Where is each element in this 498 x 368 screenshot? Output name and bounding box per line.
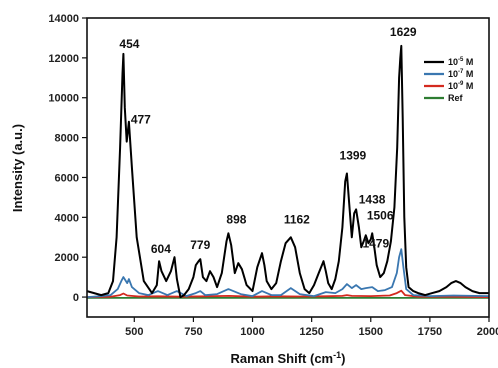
y-tick-label: 14000 <box>48 13 79 25</box>
legend-label-unit: M <box>463 81 473 91</box>
legend-label-base: 10 <box>448 81 458 91</box>
plot-frame <box>86 17 490 318</box>
x-tick-label: 1500 <box>359 326 383 338</box>
axis-layer: 500 750 1000 1250 1500 1750 2000 0 2000 4000 6000 8… <box>48 13 498 338</box>
x-axis-title-superscript: -1 <box>333 350 341 360</box>
x-tick-label: 1000 <box>240 326 264 338</box>
legend-label-base: Ref <box>448 93 464 103</box>
peak-label: 604 <box>151 242 171 256</box>
y-tick-label: 4000 <box>55 212 79 224</box>
legend-label: 10-5 M <box>448 57 473 67</box>
x-tick-label: 750 <box>184 326 202 338</box>
series-layer <box>86 44 490 299</box>
y-axis-title: Intensity (a.u.) <box>10 124 25 212</box>
peak-label: 1629 <box>390 25 417 39</box>
y-tick-label: 10000 <box>48 93 79 105</box>
legend-label-exponent: -7 <box>458 69 464 75</box>
legend-label: 10-9 M <box>448 81 473 91</box>
legend-box <box>421 45 485 133</box>
peak-label: 477 <box>131 113 151 127</box>
y-tick-label: 12000 <box>48 53 79 65</box>
peak-label: 454 <box>119 37 139 51</box>
peak-label: 898 <box>226 212 246 226</box>
x-tick-label: 1250 <box>299 326 323 338</box>
x-axis-title-end: ) <box>341 351 345 366</box>
peak-label: 1438 <box>359 192 386 206</box>
peak-label: 1399 <box>340 148 367 162</box>
legend-label-unit: M <box>463 69 473 79</box>
series-line-105 <box>86 44 489 299</box>
peak-label: 779 <box>190 238 210 252</box>
x-axis-title: Raman Shift (cm-1) <box>231 350 346 366</box>
legend-label-exponent: -5 <box>458 57 464 63</box>
legend-label: 10-7 M <box>448 69 473 79</box>
x-tick-label: 500 <box>125 326 143 338</box>
legend-label-base: 10 <box>448 57 458 67</box>
peak-label: 1506 <box>367 208 394 222</box>
legend-label: Ref <box>448 93 464 103</box>
peak-label: 1479 <box>362 236 389 250</box>
y-tick-label: 0 <box>73 292 79 304</box>
x-tick-label: 1750 <box>418 326 442 338</box>
y-tick-label: 6000 <box>55 172 79 184</box>
y-tick-label: 2000 <box>55 252 79 264</box>
peak-label: 1162 <box>284 212 310 226</box>
y-tick-label: 8000 <box>55 133 79 145</box>
legend-label-exponent: -9 <box>458 81 464 87</box>
series-line-107 <box>86 248 490 298</box>
peak-label-layer: 454 477 604 779 898 1162 1399 1438 1506 1479 1629 <box>119 25 417 256</box>
series-line-109 <box>86 289 490 298</box>
legend-label-base: 10 <box>448 69 458 79</box>
x-tick-label: 2000 <box>477 326 498 338</box>
legend-label-unit: M <box>463 57 473 67</box>
x-axis-title-main: Raman Shift (cm <box>231 351 334 366</box>
